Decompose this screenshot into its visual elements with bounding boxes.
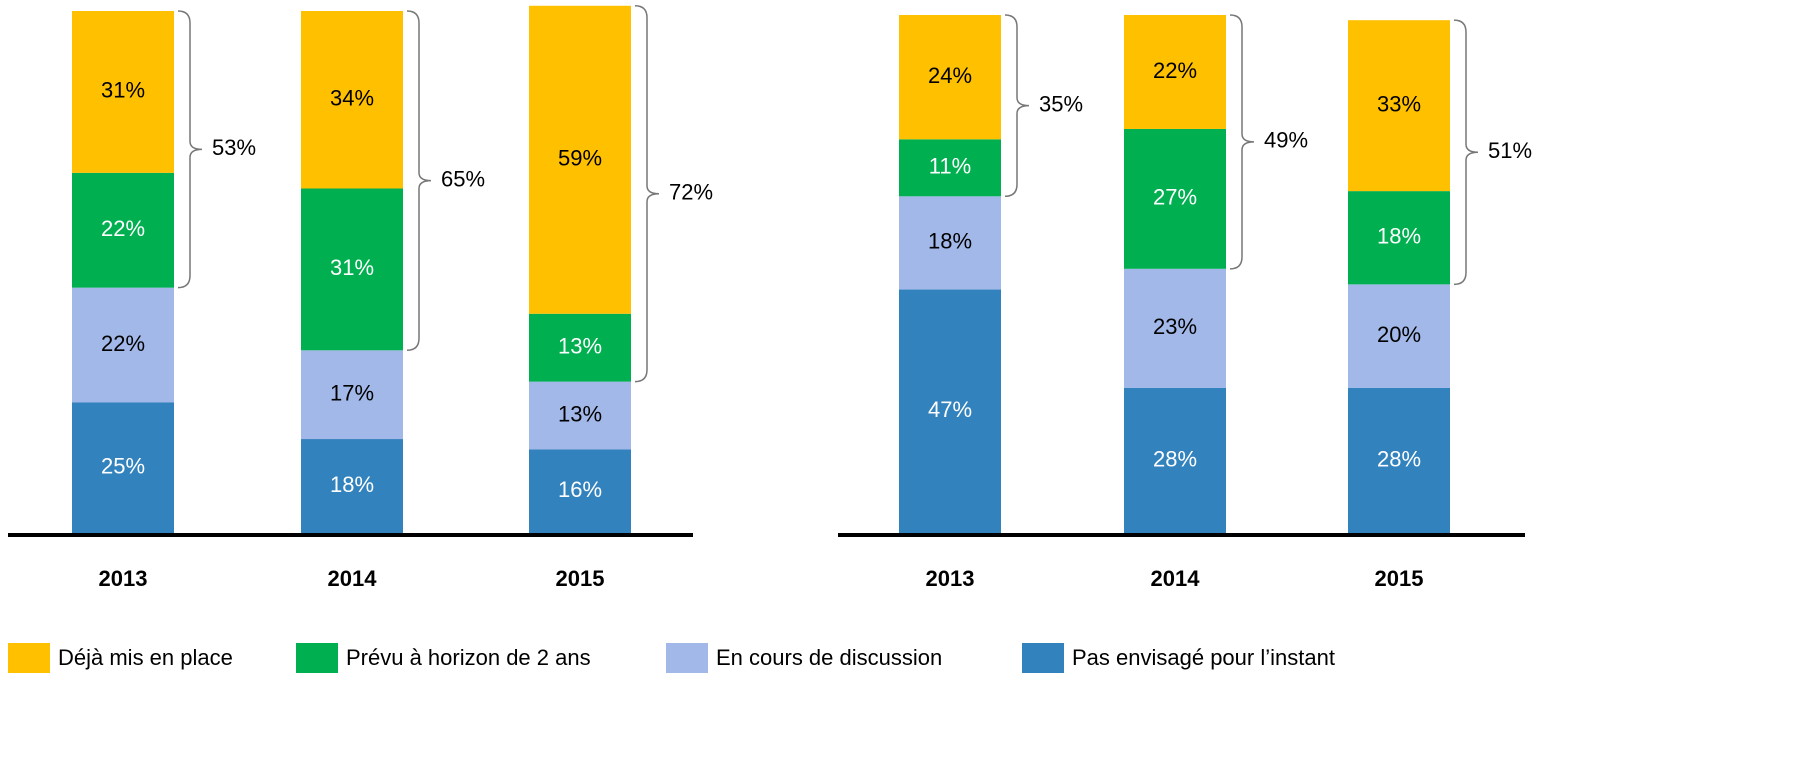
- data-label: 24%: [928, 63, 972, 88]
- bracket: [1004, 14, 1030, 198]
- bar-segment: [301, 350, 403, 440]
- bracket-label: 49%: [1264, 128, 1308, 153]
- data-label: 31%: [330, 255, 374, 280]
- data-label: 13%: [558, 401, 602, 426]
- bar-segment: [72, 172, 174, 288]
- bar-segment: [529, 5, 631, 314]
- data-label: 33%: [1377, 91, 1421, 116]
- data-label: 17%: [330, 380, 374, 405]
- data-label: 28%: [1377, 446, 1421, 471]
- legend-label: En cours de discussion: [716, 645, 942, 670]
- data-label: 34%: [330, 86, 374, 111]
- bracket: [1229, 14, 1255, 270]
- bracket: [634, 5, 660, 383]
- data-label: 22%: [101, 331, 145, 356]
- bar-segment: [1348, 387, 1450, 533]
- bracket: [1453, 19, 1479, 286]
- legend-label: Pas envisagé pour l’instant: [1072, 645, 1335, 670]
- legend-swatch: [1022, 643, 1064, 673]
- bar-segment: [899, 196, 1001, 290]
- bar-segment: [1348, 20, 1450, 192]
- data-label: 31%: [101, 78, 145, 103]
- legend-label: Prévu à horizon de 2 ans: [346, 645, 591, 670]
- data-label: 13%: [558, 334, 602, 359]
- data-label: 59%: [558, 146, 602, 171]
- data-label: 27%: [1153, 185, 1197, 210]
- bar-segment: [529, 313, 631, 382]
- bar-segment: [72, 11, 174, 173]
- data-label: 18%: [330, 472, 374, 497]
- bar-segment: [1124, 15, 1226, 129]
- x-tick-label: 2014: [1151, 566, 1201, 591]
- bar-segment: [1124, 128, 1226, 269]
- bar-segment: [72, 402, 174, 533]
- bracket-label: 51%: [1488, 138, 1532, 163]
- x-tick-label: 2013: [926, 566, 975, 591]
- data-label: 16%: [558, 477, 602, 502]
- bracket-label: 35%: [1039, 91, 1083, 116]
- bar-segment: [529, 381, 631, 450]
- data-label: 22%: [1153, 58, 1197, 83]
- bar-segment: [899, 15, 1001, 140]
- bracket-label: 72%: [669, 180, 713, 205]
- x-tick-label: 2015: [1375, 566, 1424, 591]
- data-label: 23%: [1153, 314, 1197, 339]
- bracket: [406, 10, 432, 352]
- bar-segment: [899, 139, 1001, 197]
- data-label: 22%: [101, 216, 145, 241]
- bar-segment: [529, 449, 631, 533]
- x-tick-label: 2014: [328, 566, 378, 591]
- legend-swatch: [666, 643, 708, 673]
- bar-segment: [899, 289, 1001, 533]
- data-label: 28%: [1153, 446, 1197, 471]
- legend-swatch: [296, 643, 338, 673]
- data-label: 18%: [1377, 224, 1421, 249]
- data-label: 11%: [929, 154, 971, 179]
- bar-segment: [1348, 284, 1450, 388]
- x-tick-label: 2015: [556, 566, 605, 591]
- bar-segment: [301, 11, 403, 189]
- data-label: 47%: [928, 397, 972, 422]
- legend-label: Déjà mis en place: [58, 645, 233, 670]
- x-tick-label: 2013: [99, 566, 148, 591]
- data-label: 20%: [1377, 322, 1421, 347]
- bracket-label: 65%: [441, 166, 485, 191]
- bar-segment: [301, 439, 403, 533]
- data-label: 18%: [928, 229, 972, 254]
- bar-segment: [1124, 268, 1226, 388]
- legend-swatch: [8, 643, 50, 673]
- bracket-label: 53%: [212, 135, 256, 160]
- bar-segment: [1348, 191, 1450, 285]
- bar-segment: [1124, 387, 1226, 533]
- bar-segment: [301, 188, 403, 351]
- bar-segment: [72, 287, 174, 403]
- bracket: [177, 10, 203, 289]
- data-label: 25%: [101, 454, 145, 479]
